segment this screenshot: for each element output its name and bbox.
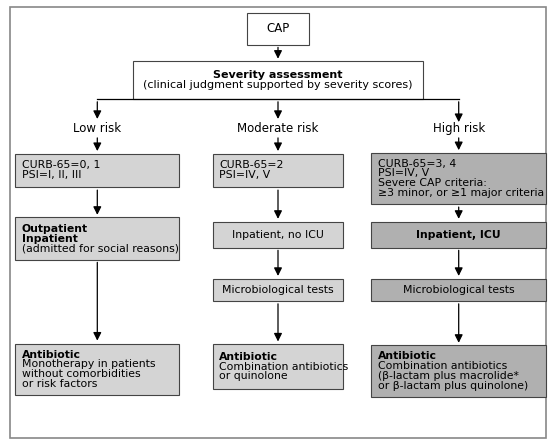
Text: Severe CAP criteria:: Severe CAP criteria: [378, 178, 486, 188]
FancyBboxPatch shape [371, 345, 546, 397]
Text: or quinolone: or quinolone [219, 372, 288, 381]
Text: (admitted for social reasons): (admitted for social reasons) [22, 244, 179, 253]
Text: Combination antibiotics: Combination antibiotics [219, 362, 349, 372]
Text: CURB-65=0, 1: CURB-65=0, 1 [22, 161, 100, 170]
FancyBboxPatch shape [213, 279, 344, 301]
Text: Antibiotic: Antibiotic [219, 352, 279, 362]
Text: PSI=IV, V: PSI=IV, V [219, 170, 271, 180]
Text: PSI=IV, V: PSI=IV, V [378, 169, 429, 178]
Text: Outpatient: Outpatient [22, 224, 88, 234]
Text: Inpatient: Inpatient [22, 234, 78, 244]
FancyBboxPatch shape [371, 279, 546, 301]
Text: (β-lactam plus macrolide*: (β-lactam plus macrolide* [378, 371, 519, 381]
Text: PSI=I, II, III: PSI=I, II, III [22, 170, 82, 180]
Text: Microbiological tests: Microbiological tests [222, 285, 334, 295]
FancyBboxPatch shape [15, 344, 179, 395]
FancyBboxPatch shape [247, 13, 309, 45]
Text: without comorbidities: without comorbidities [22, 369, 141, 379]
FancyBboxPatch shape [133, 62, 423, 99]
FancyBboxPatch shape [15, 217, 179, 260]
Text: Moderate risk: Moderate risk [237, 122, 319, 135]
Text: Monotherapy in patients: Monotherapy in patients [22, 359, 156, 369]
FancyBboxPatch shape [213, 344, 344, 389]
Text: Low risk: Low risk [73, 122, 121, 135]
Text: Inpatient, no ICU: Inpatient, no ICU [232, 230, 324, 240]
Text: High risk: High risk [433, 122, 485, 135]
Text: or risk factors: or risk factors [22, 379, 97, 389]
Text: Microbiological tests: Microbiological tests [403, 285, 514, 295]
Text: Inpatient, ICU: Inpatient, ICU [416, 230, 501, 240]
Text: Antibiotic: Antibiotic [22, 350, 81, 359]
Text: Severity assessment: Severity assessment [214, 70, 342, 80]
Text: Antibiotic: Antibiotic [378, 351, 437, 361]
Text: Combination antibiotics: Combination antibiotics [378, 361, 507, 371]
Text: or β-lactam plus quinolone): or β-lactam plus quinolone) [378, 381, 528, 391]
FancyBboxPatch shape [371, 222, 546, 248]
FancyBboxPatch shape [213, 153, 344, 187]
Text: CURB-65=3, 4: CURB-65=3, 4 [378, 159, 456, 169]
FancyBboxPatch shape [371, 153, 546, 204]
FancyBboxPatch shape [213, 222, 344, 248]
Text: ≥3 minor, or ≥1 major criteria: ≥3 minor, or ≥1 major criteria [378, 188, 544, 198]
Text: CURB-65=2: CURB-65=2 [219, 161, 284, 170]
Text: CAP: CAP [266, 22, 290, 36]
FancyBboxPatch shape [15, 153, 179, 187]
Text: (clinical judgment supported by severity scores): (clinical judgment supported by severity… [143, 80, 413, 90]
